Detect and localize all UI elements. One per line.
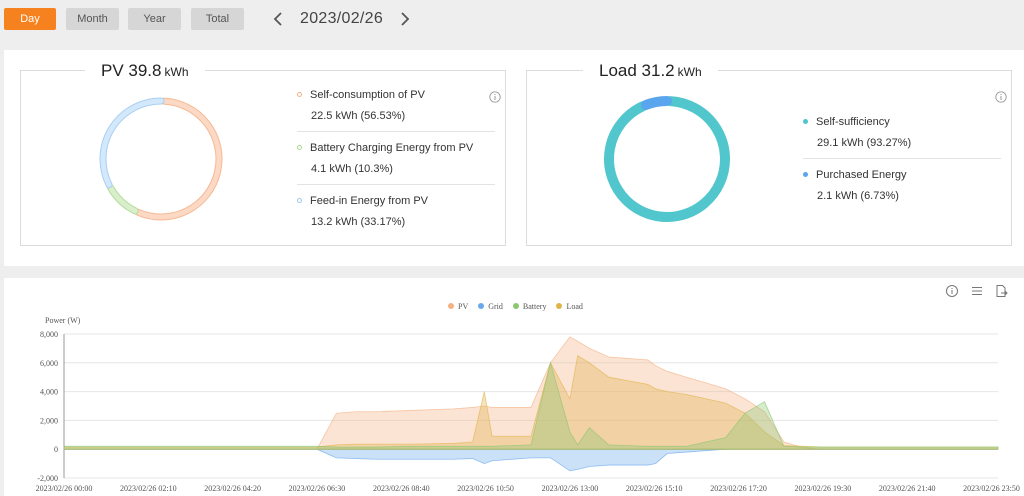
month-button[interactable]: Month — [66, 8, 119, 30]
donut-segment[interactable] — [604, 96, 730, 222]
load-card: Load 31.2 kWh Self-sufficiency 29.1 kWh (… — [526, 61, 1012, 246]
donut-segment[interactable] — [135, 98, 222, 220]
prev-date-button[interactable] — [268, 7, 288, 31]
legend-dot-icon — [512, 303, 519, 310]
legend-label: Feed-in Energy from PV — [310, 195, 428, 207]
current-date: 2023/02/26 — [300, 10, 384, 27]
chart-legend-label: Battery — [522, 302, 547, 311]
legend-value: 13.2 kWh (33.17%) — [311, 216, 406, 228]
date-navigator: 2023/02/26 — [268, 6, 415, 32]
chart-legend-label: PV — [458, 302, 469, 311]
load-legend-self-sufficiency: Self-sufficiency 29.1 kWh (93.27%) — [803, 116, 911, 149]
chevron-left-icon — [273, 12, 282, 26]
load-donut-chart — [604, 96, 730, 222]
day-button[interactable]: Day — [4, 8, 56, 30]
legend-value: 4.1 kWh (10.3%) — [311, 163, 393, 175]
export-icon[interactable] — [994, 284, 1008, 298]
next-date-button[interactable] — [395, 7, 415, 31]
legend-label: Self-consumption of PV — [310, 89, 425, 101]
legend-dot-icon — [556, 303, 563, 310]
chart-legend-item[interactable]: Grid — [478, 302, 503, 311]
donut-segment[interactable] — [100, 98, 164, 188]
divider — [297, 184, 495, 185]
pv-card: PV 39.8 kWh Self-consumption of PV 22.5 k… — [20, 61, 506, 246]
pv-donut-chart — [99, 97, 223, 221]
info-icon[interactable] — [995, 91, 1007, 103]
chart-legend-item[interactable]: Battery — [512, 302, 547, 311]
blue-dot-icon — [297, 197, 302, 203]
donut-segment-outline — [134, 97, 223, 221]
chart-legend-label: Grid — [488, 302, 503, 311]
chart-legend-item[interactable]: PV — [448, 302, 468, 311]
divider — [803, 158, 1001, 159]
donut-segment[interactable] — [640, 96, 672, 110]
total-button[interactable]: Total — [191, 8, 244, 30]
load-unit: kWh — [677, 65, 702, 79]
legend-label: Self-sufficiency — [816, 116, 890, 128]
legend-label: Battery Charging Energy from PV — [310, 142, 474, 154]
donut-segment-outline — [99, 97, 165, 189]
legend-dot-icon — [448, 303, 454, 310]
load-total: Load 31.2 — [599, 61, 675, 80]
legend-value: 22.5 kWh (56.53%) — [311, 110, 406, 122]
load-card-title: Load 31.2 kWh — [583, 61, 718, 82]
info-icon[interactable] — [489, 91, 501, 103]
pv-card-title: PV 39.8 kWh — [85, 61, 205, 82]
load-legend-purchased: Purchased Energy 2.1 kWh (6.73%) — [803, 169, 907, 202]
teal-dot-icon — [803, 118, 808, 124]
legend-value: 2.1 kWh (6.73%) — [817, 190, 899, 202]
blue-dot-icon — [803, 171, 808, 177]
chevron-right-icon — [401, 12, 410, 26]
info-icon[interactable] — [945, 284, 959, 298]
chart-legend: PV Grid Battery Load — [448, 302, 583, 311]
green-dot-icon — [297, 144, 302, 150]
chart-legend-item[interactable]: Load — [556, 302, 583, 311]
pv-legend-feed-in: Feed-in Energy from PV 13.2 kWh (33.17%) — [297, 195, 428, 228]
legend-label: Purchased Energy — [816, 169, 907, 181]
pv-total: PV 39.8 — [101, 61, 162, 80]
divider — [297, 131, 495, 132]
legend-dot-icon — [478, 303, 485, 310]
year-button[interactable]: Year — [128, 8, 181, 30]
list-icon[interactable] — [970, 284, 984, 298]
donut-segment[interactable] — [107, 184, 138, 214]
orange-dot-icon — [297, 91, 302, 97]
chart-legend-label: Load — [566, 302, 583, 311]
pv-legend-self-consumption: Self-consumption of PV 22.5 kWh (56.53%) — [297, 89, 425, 122]
pv-legend-battery-charging: Battery Charging Energy from PV 4.1 kWh … — [297, 142, 473, 175]
legend-value: 29.1 kWh (93.27%) — [817, 137, 912, 149]
pv-unit: kWh — [164, 65, 189, 79]
